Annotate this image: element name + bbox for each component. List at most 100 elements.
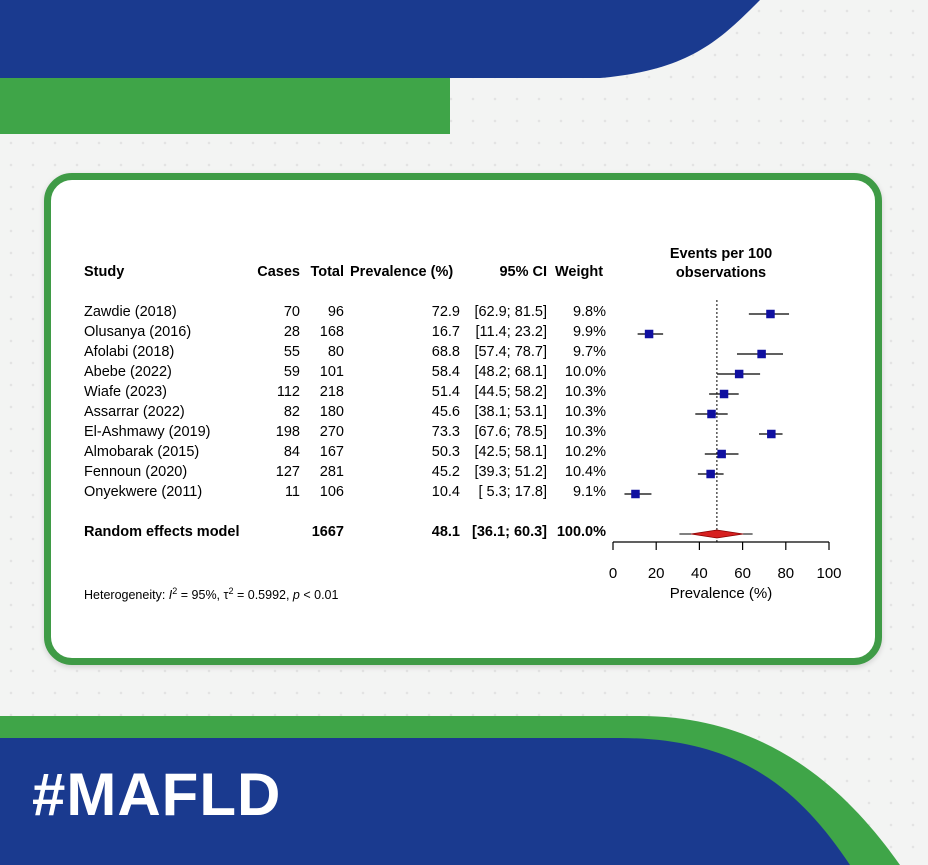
row-prevalence: 10.4 [431,484,460,500]
bottom-navy-band [0,738,850,865]
study-square [644,329,654,339]
top-navy-band [0,0,760,78]
row-total: 106 [319,484,344,500]
row-prevalence: 16.7 [431,324,460,340]
study-square [719,389,729,399]
x-tick-label: 80 [777,565,794,582]
row-weight: 10.2% [564,444,606,460]
row-study: El-Ashmawy (2019) [84,424,211,440]
row-total: 80 [327,344,344,360]
row-prevalence: 72.9 [431,304,460,320]
x-tick-label: 0 [609,565,617,582]
row-prevalence: 51.4 [431,384,460,400]
het-tau2: = 0.5992, [236,588,293,603]
row-weight: 9.9% [572,324,606,340]
row-study: Assarrar (2022) [84,404,185,420]
row-cases: 59 [283,364,300,380]
x-axis-label: Prevalence (%) [670,585,773,602]
row-weight: 9.1% [572,484,606,500]
row-prevalence: 45.2 [431,464,460,480]
row-study: Zawdie (2018) [84,304,177,320]
row-cases: 70 [283,304,300,320]
row-total: 281 [319,464,344,480]
row-weight: 10.3% [564,424,606,440]
header-study: Study [84,264,125,280]
row-study: Afolabi (2018) [84,344,175,360]
row-study: Onyekwere (2011) [84,484,203,500]
row-study: Olusanya (2016) [84,324,192,340]
row-prevalence: 68.8 [431,344,460,360]
study-square [706,469,715,479]
summary-ci: [36.1; 60.3] [472,524,547,540]
row-total: 270 [319,424,344,440]
het-i2: = 95%, [180,588,224,603]
row-weight: 9.8% [572,304,606,320]
row-prevalence: 45.6 [431,404,460,420]
x-tick-label: 40 [691,565,708,582]
row-study: Fennoun (2020) [84,464,188,480]
study-square [734,369,744,379]
hashtag-label: #MAFLD [32,761,282,828]
study-square [707,409,716,419]
row-ci: [ 5.3; 17.8] [478,484,547,500]
row-cases: 198 [275,424,300,440]
x-tick-label: 60 [734,565,751,582]
row-cases: 11 [284,484,300,500]
summary-study: Random effects model [84,524,240,540]
study-square [766,309,775,319]
summary-weight: 100.0% [556,524,606,540]
row-ci: [39.3; 51.2] [474,464,547,480]
row-weight: 10.0% [564,364,606,380]
row-ci: [67.6; 78.5] [474,424,547,440]
header-weight: Weight [555,264,604,280]
header-cases: Cases [257,264,300,280]
row-ci: [62.9; 81.5] [474,304,547,320]
row-cases: 84 [283,444,300,460]
row-ci: [48.2; 68.1] [474,364,547,380]
summary-prevalence: 48.1 [431,524,460,540]
summary-total: 1667 [311,524,344,540]
top-green-bar [0,78,450,134]
het-prefix: Heterogeneity: [84,588,169,603]
row-ci: [38.1; 53.1] [474,404,547,420]
row-cases: 55 [283,344,300,360]
row-total: 167 [319,444,344,460]
row-weight: 10.3% [564,404,606,420]
header-total: Total [310,264,344,280]
row-weight: 9.7% [572,344,606,360]
row-ci: [11.4; 23.2] [475,324,547,340]
row-prevalence: 73.3 [431,424,460,440]
x-tick-label: 20 [648,565,665,582]
plot-title: Events per 100 observations [669,246,773,281]
row-ci: [57.4; 78.7] [474,344,547,360]
row-total: 96 [327,304,344,320]
row-total: 218 [319,384,344,400]
row-total: 180 [319,404,344,420]
row-cases: 112 [276,384,300,400]
row-weight: 10.3% [564,384,606,400]
row-cases: 28 [283,324,300,340]
forest-plot-card [44,173,882,665]
study-square [631,489,640,499]
header-prevalence: Prevalence (%) [350,264,454,280]
row-study: Abebe (2022) [84,364,172,380]
study-square [767,429,776,439]
header-ci: 95% CI [499,264,547,280]
heterogeneity-text: Heterogeneity: I2 = 95%, τ2 = 0.5992, p … [84,586,339,603]
row-total: 101 [319,364,344,380]
row-ci: [44.5; 58.2] [474,384,547,400]
row-cases: 82 [283,404,300,420]
row-study: Wiafe (2023) [84,384,168,400]
study-square [717,449,726,459]
row-ci: [42.5; 58.1] [474,444,547,460]
het-p: < 0.01 [303,588,339,603]
row-prevalence: 50.3 [431,444,460,460]
x-tick-label: 100 [816,565,841,582]
row-weight: 10.4% [564,464,606,480]
summary-diamond [690,529,744,539]
row-prevalence: 58.4 [431,364,460,380]
study-square [757,349,766,359]
row-total: 168 [319,324,344,340]
